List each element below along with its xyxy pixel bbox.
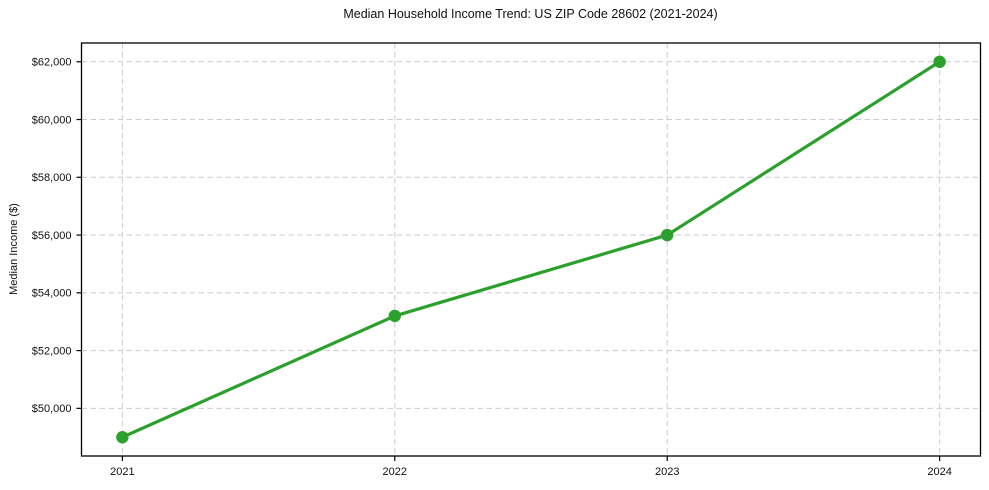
x-tick-label: 2024 — [927, 466, 951, 478]
y-tick-label: $58,000 — [32, 172, 72, 184]
y-tick-label: $50,000 — [32, 403, 72, 415]
x-tick-label: 2023 — [655, 466, 679, 478]
data-point-2021 — [116, 431, 129, 444]
x-tick-label: 2021 — [110, 466, 134, 478]
y-tick-label: $60,000 — [32, 114, 72, 126]
y-tick-label: $62,000 — [32, 57, 72, 69]
chart-title: Median Household Income Trend: US ZIP Co… — [343, 7, 718, 21]
data-point-2022 — [388, 309, 401, 323]
y-tick-label: $54,000 — [32, 288, 72, 300]
data-point-2024 — [933, 55, 946, 68]
x-tick-label: 2022 — [383, 466, 407, 478]
plot-border — [80, 42, 982, 457]
income-trend-line — [120, 60, 942, 439]
y-tick-label: $52,000 — [32, 345, 72, 357]
data-point-2023 — [661, 228, 674, 242]
y-tick-label: $56,000 — [32, 230, 72, 242]
